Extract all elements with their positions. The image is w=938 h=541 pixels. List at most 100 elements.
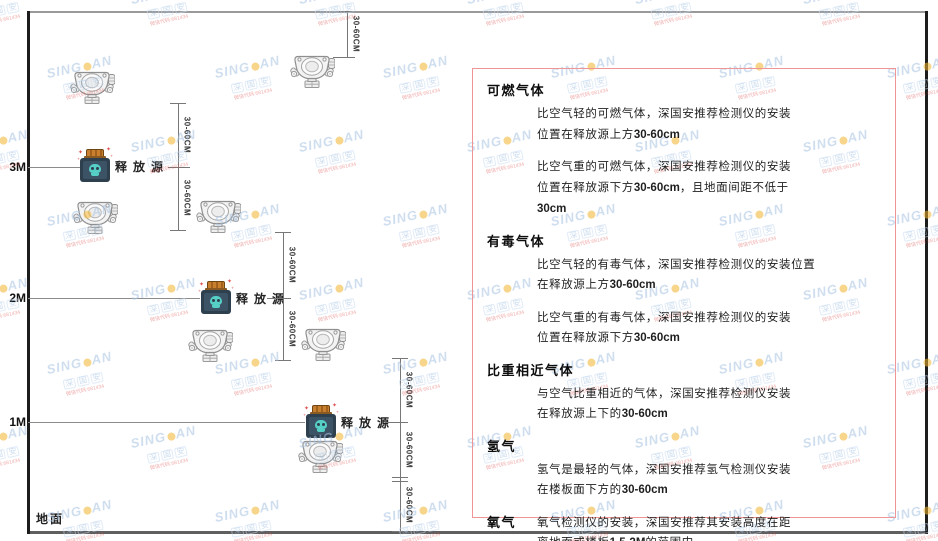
dimension-tick (170, 230, 186, 231)
release-source-icon: ✦ ✦ ⁺ ⁺ (198, 278, 234, 316)
gas-detector-icon (188, 329, 233, 362)
mounting-ear-right (332, 452, 342, 463)
source-cap-brim (205, 288, 227, 291)
dimension-line (347, 11, 348, 57)
watermark-code: 微信代码:681434 (401, 236, 441, 250)
watermark-code: 微信代码:681434 (485, 14, 525, 28)
release-source-icon: ✦ ✦ ⁺ ⁺ (303, 402, 339, 440)
gas-detector-icon (70, 71, 115, 104)
dimension-leader (333, 57, 347, 58)
dimension-tick (392, 422, 408, 423)
brand-dot-icon (418, 357, 428, 368)
section-paragraph: 比空气轻的有毒气体，深国安推荐检测仪的安装位置 在释放源上方30-60cm (537, 256, 816, 292)
watermark-code: 微信代码:681434 (0, 310, 21, 324)
poison-skull-icon (210, 296, 222, 305)
release-source-label: 释放源 (236, 292, 291, 306)
watermark-cn: 深国安 (370, 213, 467, 249)
skull-eye (317, 423, 320, 426)
spark-icon: ⁺ (198, 290, 202, 296)
gas-detector-icon (196, 200, 241, 233)
watermark-cn: 深国安 (370, 65, 467, 101)
brand-dot-icon (334, 135, 344, 146)
section-paragraph: 比空气重的有毒气体，深国安推荐检测仪的安装 位置在释放源下方30-60cm (537, 309, 792, 345)
panel-section: 可燃气体 比空气轻的可燃气体，深国安推荐检测仪的安装 位置在释放源上方30-60cm… (487, 80, 883, 220)
dimension-label: 30-60CM (182, 179, 192, 217)
section-paragraph: 比空气轻的可燃气体，深国安推荐检测仪的安装 位置在释放源上方30-60cm (537, 106, 792, 141)
gas-detector-icon (298, 440, 343, 473)
watermark-cn: 深国安 (202, 361, 299, 397)
dimension-line (283, 232, 284, 360)
brand-dot-icon (418, 505, 428, 516)
mounting-ear-right (230, 212, 240, 223)
dimension-line (178, 103, 179, 230)
dimension-tick (339, 11, 355, 12)
section-heading: 有毒气体 (487, 234, 546, 250)
panel-section: 比重相近气体 与空气比重相近的气体，深国安推荐检测仪安装 在释放源上下的30-60c… (487, 360, 883, 425)
watermark-code: 微信代码:681434 (401, 384, 441, 398)
dimension-line (400, 358, 401, 531)
skull-eye (217, 299, 220, 302)
brand-dot-icon (250, 61, 260, 72)
brand-dot-icon (418, 61, 428, 72)
skull-eye (91, 167, 94, 170)
section-paragraph: 氢气是最轻的气体，深国安推荐氢气检测仪安装 在楼板面下方的30-60cm (537, 461, 792, 497)
watermark-cn: 深国安 (202, 65, 299, 101)
brand-dot-icon (82, 357, 92, 368)
poison-skull-icon (89, 164, 101, 173)
height-label-1m: 1M (9, 415, 26, 429)
spark-icon: ⁺ (336, 411, 340, 417)
height-label-2m: 2M (9, 291, 26, 305)
watermark-code: 微信代码:681434 (0, 14, 21, 28)
brand-dot-icon (250, 357, 260, 368)
watermark-cn: 深国安 (118, 435, 215, 471)
ceiling-line (28, 11, 927, 13)
skull-eye (96, 167, 99, 170)
watermark-code: 微信代码:681434 (233, 88, 273, 102)
skull-jaw (317, 429, 325, 432)
dimension-leader (385, 422, 400, 423)
watermark-cn: 深国安 (286, 0, 383, 27)
poison-skull-icon (315, 420, 327, 429)
dimension-label: 30-60CM (287, 310, 297, 348)
watermark-code: 微信代码:681434 (401, 88, 441, 102)
watermark-code: 微信代码:681434 (65, 236, 105, 250)
section-heading: 氧气 (487, 515, 517, 531)
dimension-tick (392, 477, 408, 478)
gas-detector-icon (73, 201, 118, 234)
dimension-tick (275, 360, 291, 361)
brand-dot-icon (0, 431, 8, 442)
brand-dot-icon (166, 431, 176, 442)
dimension-tick (392, 358, 408, 359)
watermark-code: 微信代码:681434 (821, 14, 861, 28)
brand-dot-icon (334, 283, 344, 294)
dimension-tick (275, 232, 291, 233)
dimension-label: 30-60CM (404, 431, 414, 469)
watermark-code: 微信代码:681434 (233, 384, 273, 398)
watermark-code: 微信代码:681434 (149, 458, 189, 472)
dimension-label: 30-60CM (404, 371, 414, 409)
panel-section: 有毒气体比空气轻的有毒气体，深国安推荐检测仪的安装位置 在释放源上方30-60cm… (487, 231, 883, 349)
section-paragraph: 氧气检测仪的安装，深国安推荐其安装高度在距离地面或楼板1.5-2M的范围内 (537, 514, 792, 541)
spark-icon: ✦ (106, 147, 112, 153)
mounting-ear-right (335, 340, 345, 351)
watermark-cn: 深国安 (622, 0, 719, 27)
